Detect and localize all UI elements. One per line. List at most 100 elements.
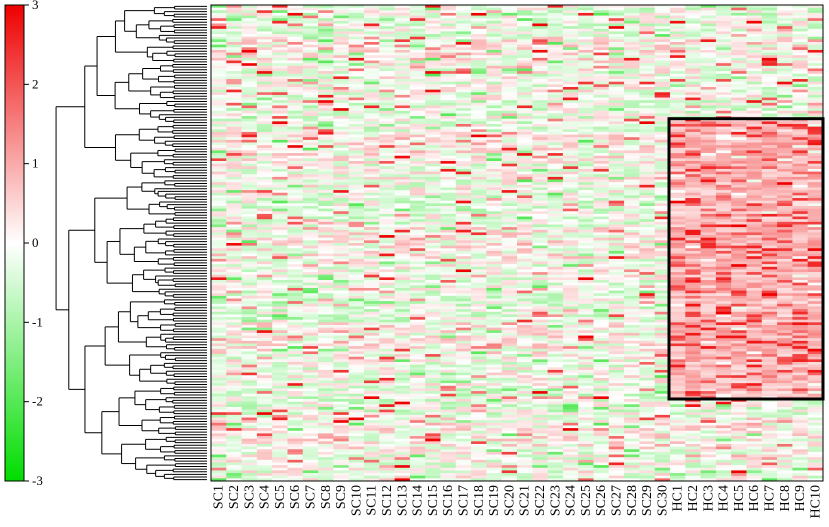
heatmap-cell	[241, 465, 258, 469]
heatmap-cell	[333, 100, 349, 104]
heatmap-cell	[486, 462, 502, 466]
heatmap-cell	[486, 118, 502, 122]
heatmap-cell	[517, 388, 533, 392]
heatmap-cell	[394, 134, 411, 138]
heatmap-cell	[440, 356, 457, 360]
heatmap-cell	[532, 399, 548, 402]
heatmap-cell	[211, 462, 227, 466]
heatmap-cell	[440, 330, 457, 334]
heatmap-cell	[272, 55, 288, 59]
heatmap-cell	[333, 258, 349, 262]
heatmap-cell	[440, 290, 457, 294]
heatmap-cell	[532, 219, 548, 223]
heatmap-cell	[379, 89, 395, 93]
heatmap-cell	[425, 306, 441, 310]
heatmap-cell	[440, 57, 457, 61]
heatmap-cell	[318, 324, 334, 328]
heatmap-cell	[547, 31, 564, 35]
heatmap-cell	[272, 436, 288, 439]
heatmap-cell	[211, 327, 227, 331]
heatmap-cell	[455, 18, 472, 22]
heatmap-cell	[409, 79, 426, 82]
heatmap-cell	[409, 261, 426, 265]
heatmap-cell	[486, 68, 502, 72]
heatmap-cell	[517, 391, 533, 395]
heatmap-cell	[226, 364, 242, 368]
heatmap-cell	[517, 280, 533, 283]
heatmap-cell	[226, 145, 242, 149]
heatmap-cell	[318, 147, 334, 151]
heatmap-cell	[425, 272, 441, 276]
heatmap-cell	[578, 298, 594, 302]
heatmap-cell	[440, 473, 457, 477]
heatmap-cell	[471, 73, 487, 77]
heatmap-cell	[471, 417, 487, 421]
heatmap-cell	[501, 470, 518, 474]
heatmap-cell	[379, 248, 395, 252]
heatmap-cell	[318, 100, 334, 104]
heatmap-cell	[409, 126, 426, 130]
heatmap-cell	[226, 182, 242, 186]
heatmap-cell	[471, 338, 487, 342]
heatmap-cell	[547, 330, 564, 334]
heatmap-cell	[578, 31, 594, 35]
heatmap-cell	[517, 354, 533, 358]
heatmap-cell	[302, 362, 319, 365]
heatmap-cell	[562, 155, 579, 159]
heatmap-cell	[562, 465, 579, 469]
heatmap-cell	[287, 134, 304, 138]
heatmap-cell	[547, 317, 564, 320]
heatmap-cell	[348, 182, 365, 186]
heatmap-cell	[501, 324, 518, 328]
heatmap-cell	[302, 7, 319, 11]
heatmap-cell	[318, 221, 334, 225]
heatmap-cell	[348, 465, 365, 469]
heatmap-cell	[517, 298, 533, 302]
heatmap-cell	[455, 454, 472, 458]
heatmap-cell	[409, 399, 426, 402]
heatmap-cell	[440, 84, 457, 88]
heatmap-cell	[318, 290, 334, 294]
heatmap-cell	[440, 118, 457, 122]
heatmap-cell	[501, 354, 518, 358]
heatmap-cell	[348, 73, 365, 77]
heatmap-cell	[532, 280, 548, 283]
heatmap-cell	[501, 409, 518, 413]
heatmap-cell	[394, 420, 411, 424]
heatmap-cell	[578, 36, 594, 40]
heatmap-cell	[394, 52, 411, 56]
heatmap-cell	[455, 441, 472, 445]
heatmap-cell	[578, 105, 594, 109]
heatmap-cell	[455, 430, 472, 434]
heatmap-cell	[333, 76, 349, 80]
heatmap-cell	[348, 10, 365, 14]
heatmap-cell	[333, 7, 349, 11]
heatmap-cell	[272, 121, 288, 125]
heatmap-cell	[562, 380, 579, 384]
heatmap-cell	[517, 147, 533, 151]
heatmap-cell	[226, 385, 242, 389]
heatmap-cell	[501, 208, 518, 212]
heatmap-cell	[455, 232, 472, 236]
heatmap-cell	[547, 190, 564, 194]
heatmap-cell	[425, 161, 441, 164]
heatmap-cell	[486, 131, 502, 135]
heatmap-cell	[302, 454, 319, 458]
heatmap-cell	[394, 224, 411, 228]
heatmap-cell	[379, 380, 395, 384]
heatmap-cell	[409, 465, 426, 469]
heatmap-cell	[333, 63, 349, 67]
heatmap-cell	[379, 436, 395, 439]
heatmap-cell	[226, 290, 242, 294]
heatmap-cell	[211, 290, 227, 294]
heatmap-cell	[256, 346, 273, 350]
heatmap-cell	[318, 462, 334, 466]
heatmap-cell	[394, 272, 411, 276]
heatmap-cell	[272, 324, 288, 328]
heatmap-cell	[333, 71, 349, 75]
heatmap-cell	[455, 110, 472, 114]
heatmap-cell	[517, 430, 533, 434]
heatmap-cell	[318, 39, 334, 43]
heatmap-cell	[241, 166, 258, 170]
heatmap-cell	[364, 15, 380, 19]
